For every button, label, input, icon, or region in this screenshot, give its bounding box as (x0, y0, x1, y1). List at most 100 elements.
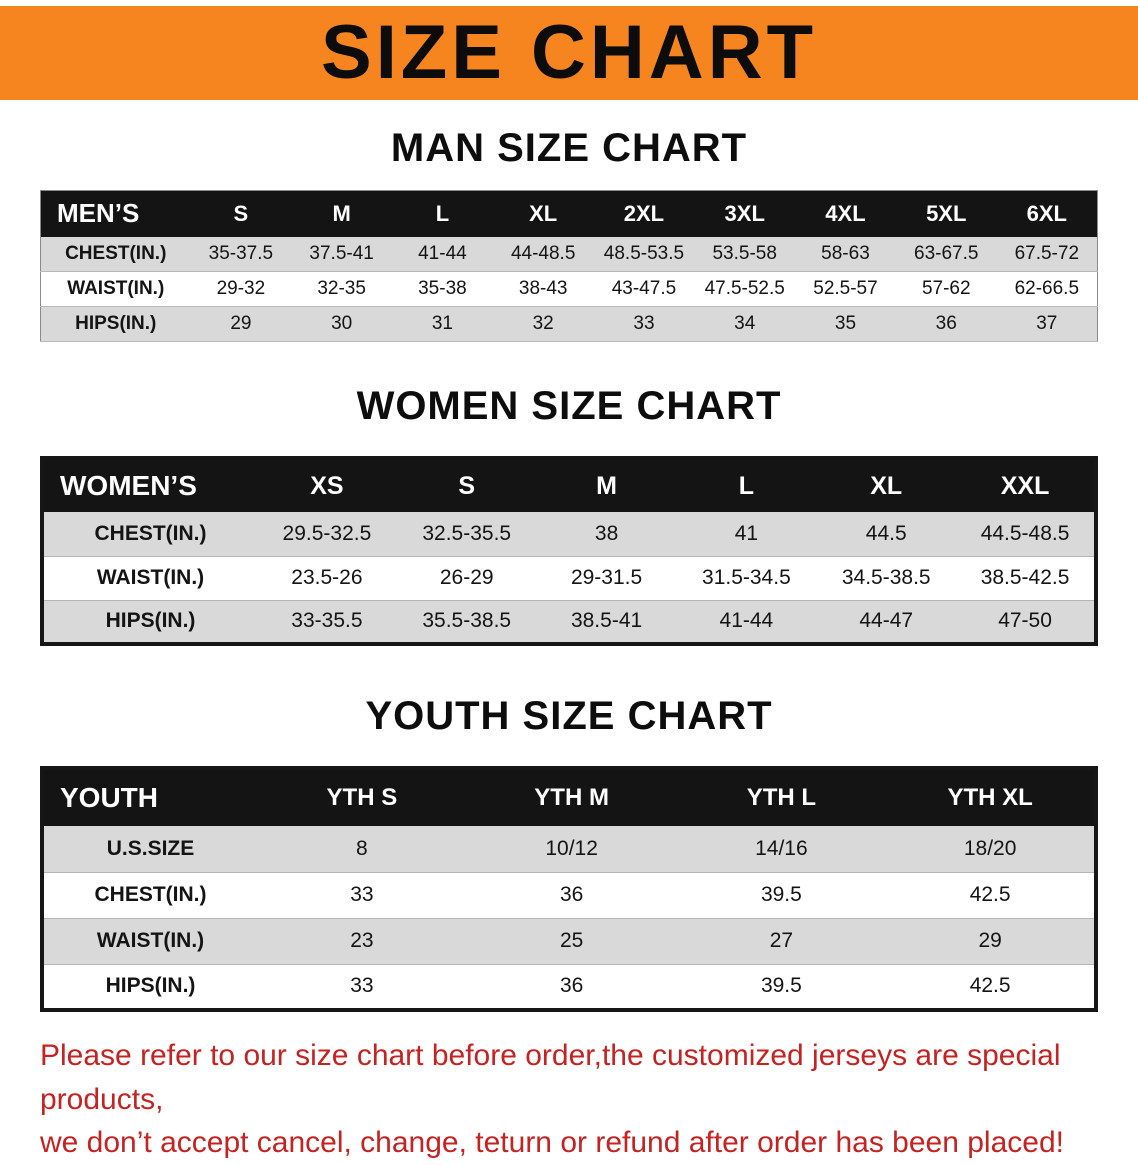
man-size-section: MAN SIZE CHART MEN’S S M L XL 2XL 3XL 4XL 5XL 6XL… (0, 126, 1138, 342)
size-column-header: S (396, 458, 537, 512)
value-cell: 36 (466, 964, 677, 1011)
value-cell: 34.5-38.5 (816, 556, 957, 601)
row-label-cell: HIPS(IN.) (40, 306, 191, 342)
measurement-row: WAIST(IN.) 23.5-26 26-29 29-31.5 31.5-34.5 34… (42, 556, 1096, 601)
value-cell: 42.5 (886, 872, 1096, 919)
value-cell: 23 (257, 918, 467, 965)
row-label-cell: CHEST(IN.) (40, 236, 191, 272)
value-cell: 67.5-72 (996, 236, 1098, 272)
value-cell: 39.5 (676, 872, 887, 919)
youth-size-section: YOUTH SIZE CHART YOUTH YTH S YTH M YTH L YTH… (0, 694, 1138, 1012)
value-cell: 44-48.5 (492, 236, 594, 272)
value-cell: 32.5-35.5 (396, 512, 537, 557)
size-chart-page: SIZE CHART MAN SIZE CHART MEN’S S M L XL 2XL 3… (0, 6, 1138, 1165)
table-title-cell: MEN’S (40, 190, 191, 237)
value-cell: 39.5 (676, 964, 887, 1011)
women-size-section: WOMEN SIZE CHART WOMEN’S XS S M L XL XXL CHEST(… (0, 384, 1138, 646)
size-column-header: 4XL (795, 190, 896, 237)
value-cell: 47-50 (956, 600, 1096, 645)
measurement-row: U.S.SIZE 8 10/12 14/16 18/20 (42, 826, 1096, 873)
value-cell: 29-31.5 (536, 556, 677, 601)
value-cell: 25 (466, 918, 677, 965)
value-cell: 33 (593, 306, 695, 342)
value-cell: 26-29 (396, 556, 537, 601)
row-label-cell: HIPS(IN.) (42, 964, 257, 1011)
size-column-header: XXL (956, 458, 1096, 512)
value-cell: 48.5-53.5 (593, 236, 695, 272)
value-cell: 38 (536, 512, 677, 557)
value-cell: 36 (466, 872, 677, 919)
value-cell: 35 (795, 306, 896, 342)
size-column-header: YTH XL (886, 768, 1096, 826)
value-cell: 53.5-58 (694, 236, 796, 272)
size-column-header: L (676, 458, 817, 512)
value-cell: 31 (392, 306, 493, 342)
size-column-header: M (536, 458, 677, 512)
value-cell: 41-44 (392, 236, 493, 272)
value-cell: 47.5-52.5 (694, 271, 796, 307)
size-column-header: 5XL (895, 190, 997, 237)
value-cell: 33 (257, 964, 467, 1011)
value-cell: 32 (492, 306, 594, 342)
measurement-row: HIPS(IN.) 33-35.5 35.5-38.5 38.5-41 41-44 44-… (42, 600, 1096, 645)
value-cell: 38-43 (492, 271, 594, 307)
table-header-row: YOUTH YTH S YTH M YTH L YTH XL (42, 768, 1096, 826)
disclaimer-line-2: we don’t accept cancel, change, teturn o… (40, 1126, 1064, 1159)
table-title-cell: YOUTH (42, 768, 257, 826)
value-cell: 43-47.5 (593, 271, 695, 307)
row-label-cell: CHEST(IN.) (42, 512, 257, 557)
value-cell: 34 (694, 306, 796, 342)
row-label-cell: WAIST(IN.) (42, 556, 257, 601)
size-column-header: 2XL (593, 190, 695, 237)
value-cell: 33-35.5 (257, 600, 397, 645)
measurement-row: HIPS(IN.) 33 36 39.5 42.5 (42, 964, 1096, 1011)
value-cell: 29 (886, 918, 1096, 965)
measurement-row: WAIST(IN.) 23 25 27 29 (42, 918, 1096, 965)
value-cell: 37.5-41 (291, 236, 393, 272)
value-cell: 36 (895, 306, 997, 342)
row-label-cell: CHEST(IN.) (42, 872, 257, 919)
value-cell: 44.5-48.5 (956, 512, 1096, 557)
size-column-header: YTH L (676, 768, 887, 826)
value-cell: 23.5-26 (257, 556, 397, 601)
men-size-table: MEN’S S M L XL 2XL 3XL 4XL 5XL 6XL CHEST(IN.) 35-37… (40, 190, 1098, 342)
size-column-header: YTH S (257, 768, 467, 826)
value-cell: 63-67.5 (895, 236, 997, 272)
page-title: SIZE CHART (321, 10, 817, 95)
measurement-row: WAIST(IN.) 29-32 32-35 35-38 38-43 43-47.5 47.… (40, 271, 1098, 307)
value-cell: 35.5-38.5 (396, 600, 537, 645)
disclaimer-line-1: Please refer to our size chart before or… (40, 1039, 1061, 1116)
value-cell: 52.5-57 (795, 271, 896, 307)
measurement-row: CHEST(IN.) 35-37.5 37.5-41 41-44 44-48.5 48.5… (40, 236, 1098, 272)
value-cell: 30 (291, 306, 393, 342)
value-cell: 10/12 (466, 826, 677, 873)
value-cell: 44.5 (816, 512, 957, 557)
value-cell: 14/16 (676, 826, 887, 873)
value-cell: 44-47 (816, 600, 957, 645)
size-column-header: M (291, 190, 393, 237)
value-cell: 32-35 (291, 271, 393, 307)
table-title-cell: WOMEN’S (42, 458, 257, 512)
value-cell: 29.5-32.5 (257, 512, 397, 557)
value-cell: 42.5 (886, 964, 1096, 1011)
measurement-row: HIPS(IN.) 29 30 31 32 33 34 35 36 37 (40, 306, 1098, 342)
value-cell: 27 (676, 918, 887, 965)
value-cell: 35-37.5 (190, 236, 292, 272)
value-cell: 58-63 (795, 236, 896, 272)
value-cell: 29 (190, 306, 292, 342)
row-label-cell: HIPS(IN.) (42, 600, 257, 645)
size-column-header: 3XL (694, 190, 796, 237)
size-column-header: YTH M (466, 768, 677, 826)
row-label-cell: WAIST(IN.) (42, 918, 257, 965)
size-column-header: XS (257, 458, 397, 512)
value-cell: 41 (676, 512, 817, 557)
disclaimer: Please refer to our size chart before or… (40, 1034, 1100, 1165)
value-cell: 29-32 (190, 271, 292, 307)
value-cell: 57-62 (895, 271, 997, 307)
size-column-header: XL (816, 458, 957, 512)
value-cell: 8 (257, 826, 467, 873)
value-cell: 35-38 (392, 271, 493, 307)
table-header-row: MEN’S S M L XL 2XL 3XL 4XL 5XL 6XL (40, 190, 1098, 237)
value-cell: 37 (996, 306, 1098, 342)
value-cell: 41-44 (676, 600, 817, 645)
